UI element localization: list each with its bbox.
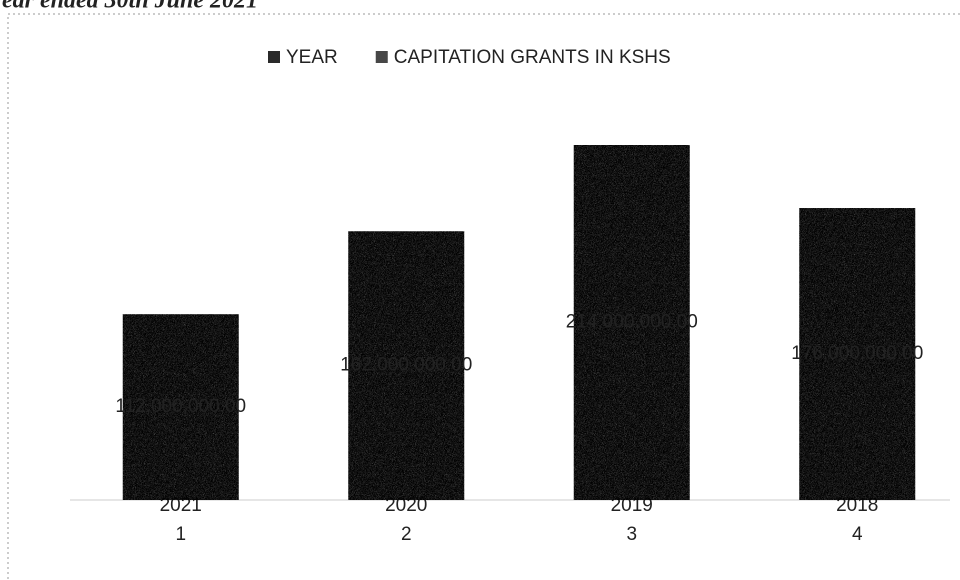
data-label: 214,000,000.00 xyxy=(566,312,698,333)
x-tick-label: 1 xyxy=(175,524,186,545)
x-tick-label: 2 xyxy=(401,524,412,545)
data-label: 176,000,000.00 xyxy=(791,343,923,364)
chart-frame xyxy=(7,13,960,580)
chart-title: ear ended 30th June 2021 xyxy=(2,0,258,14)
legend-label: CAPITATION GRANTS IN KSHS xyxy=(394,47,671,68)
x-tick-label: 3 xyxy=(626,524,637,545)
legend-swatch xyxy=(268,51,280,63)
legend-label: YEAR xyxy=(286,47,338,68)
data-label: 112,000,000.00 xyxy=(115,396,246,417)
legend-swatch xyxy=(375,51,388,63)
data-label: 162,000,000.00 xyxy=(340,355,472,376)
bar-segment xyxy=(122,314,239,500)
bar-segment xyxy=(348,231,465,500)
bar-segment xyxy=(799,208,916,500)
data-label: 2020 xyxy=(385,495,427,516)
data-label: 2019 xyxy=(611,495,653,516)
data-label: 2021 xyxy=(160,495,202,516)
x-tick-label: 4 xyxy=(852,524,863,545)
bar-segment xyxy=(573,145,690,500)
data-label: 2018 xyxy=(836,495,878,516)
